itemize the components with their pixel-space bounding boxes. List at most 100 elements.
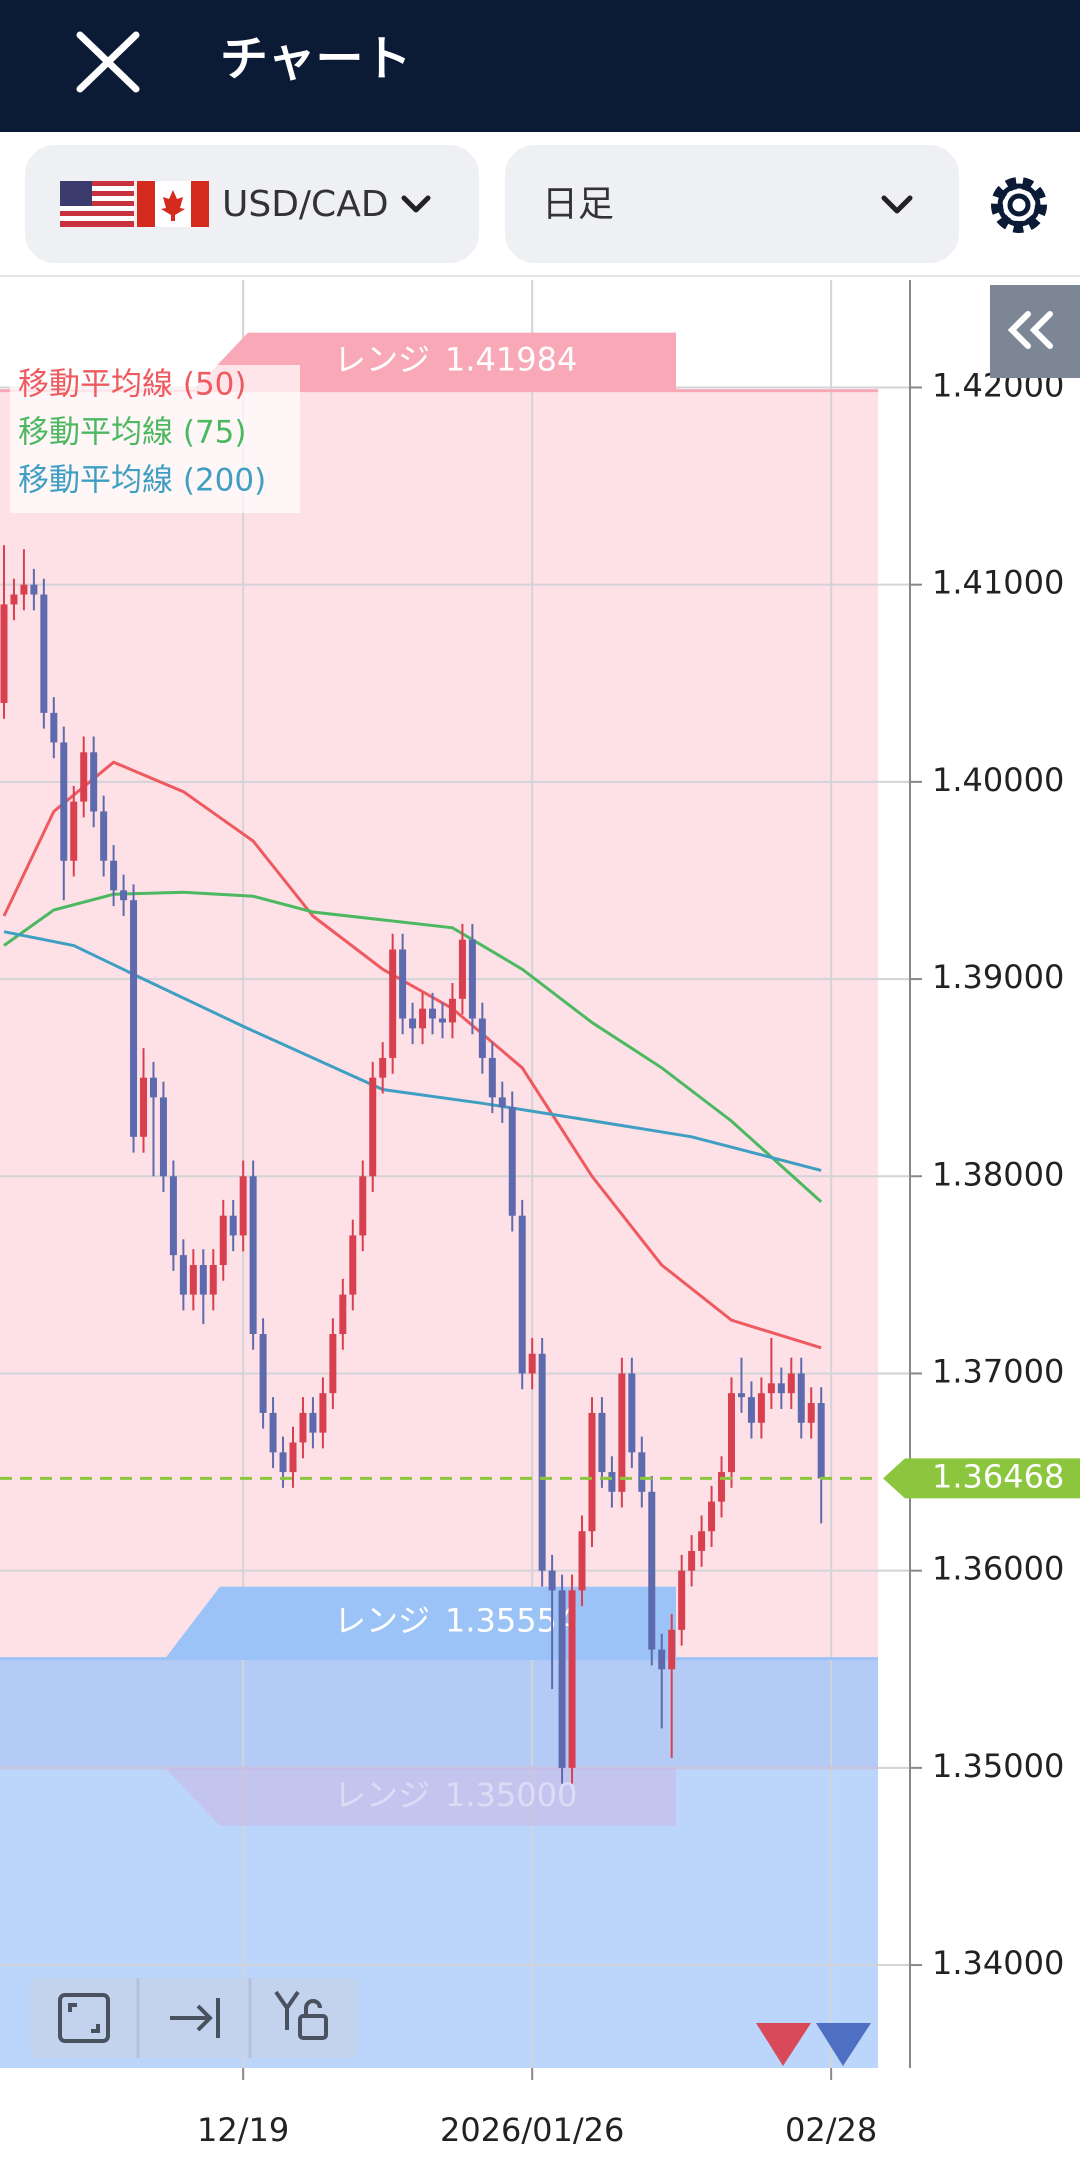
range-label: レンジ <box>334 341 430 379</box>
candle-body <box>598 1412 606 1473</box>
toolbar <box>30 1978 358 2058</box>
y-tick-label: 1.35000 <box>932 1747 1064 1785</box>
timeframe-selector[interactable] <box>505 145 959 263</box>
pair-chevron <box>401 195 431 213</box>
candle-body <box>249 1176 257 1335</box>
candle-body <box>239 1176 247 1236</box>
candle-body <box>149 1077 157 1098</box>
y-tick-label: 1.41000 <box>932 564 1064 602</box>
candle-body <box>767 1383 775 1394</box>
current-price-tag <box>883 1458 1080 1499</box>
candle-body <box>379 1057 387 1078</box>
candle-body <box>458 939 466 999</box>
candle-body <box>209 1265 217 1295</box>
fullscreen-button[interactable] <box>58 1993 110 2043</box>
legend-entry: 移動平均線 (75) <box>18 415 247 451</box>
settings-button[interactable] <box>991 177 1047 233</box>
buy-marker[interactable] <box>816 2023 871 2066</box>
y-tick-label: 1.40000 <box>932 761 1064 799</box>
candle-body <box>468 939 476 1019</box>
candle-body <box>40 594 48 713</box>
range-label: レンジ <box>334 1776 430 1814</box>
plot: 1.34000 1.35000 1.36000 1.37000 1.38000 1.390… <box>0 280 1080 2149</box>
candle-body <box>578 1531 586 1591</box>
ma-line <box>2 760 822 1350</box>
candle-body <box>787 1373 795 1394</box>
candle-body <box>70 801 78 861</box>
timeframe-chevron <box>881 195 913 214</box>
legend-entry: 移動平均線 (50) <box>18 367 247 403</box>
candle-body <box>409 1018 417 1029</box>
candle-body <box>0 604 8 703</box>
range-value: 1.35554 <box>445 1602 577 1640</box>
pair-label: USD/CAD <box>222 184 389 225</box>
candle-body <box>399 949 407 1019</box>
candle-body <box>737 1393 745 1398</box>
candle-body <box>718 1472 726 1502</box>
candle-body <box>359 1176 367 1236</box>
candle-body <box>698 1531 706 1551</box>
candle-body <box>110 860 118 891</box>
candle-body <box>179 1255 187 1295</box>
range-tab <box>165 1586 676 1659</box>
candle-body <box>219 1215 227 1266</box>
header-title: チャート <box>220 31 412 87</box>
candle-body <box>329 1334 337 1394</box>
y-tick-label: 1.38000 <box>932 1155 1064 1193</box>
candle-body <box>369 1077 377 1177</box>
candle-body <box>299 1412 307 1443</box>
sell-marker[interactable] <box>756 2023 811 2066</box>
ca-flag <box>137 181 209 227</box>
scroll-end-button[interactable] <box>170 1998 220 2038</box>
candle-body <box>419 1008 427 1029</box>
candle-body <box>747 1397 755 1423</box>
candle-body <box>478 1018 486 1058</box>
current-price-label: 1.36468 <box>932 1457 1064 1495</box>
y-tick-label: 1.39000 <box>932 958 1064 996</box>
x-tick-label: 02/28 <box>785 2111 877 2149</box>
candle-body <box>518 1215 526 1374</box>
candle-body <box>20 584 28 595</box>
candle-body <box>10 594 18 605</box>
header-bar <box>0 0 1080 132</box>
collapse-button[interactable] <box>990 285 1080 378</box>
range-value: 1.35000 <box>445 1776 577 1814</box>
candle-body <box>339 1294 347 1335</box>
candle-body <box>229 1215 237 1236</box>
candle-body <box>558 1590 566 1768</box>
legend-entry: 移動平均線 (200) <box>18 463 266 499</box>
candle-body <box>668 1629 676 1670</box>
range-zone <box>0 1658 878 1768</box>
timeframe-label: 日足 <box>542 184 614 225</box>
candle-body <box>349 1235 357 1295</box>
candle-body <box>120 890 128 901</box>
candle-body <box>648 1491 656 1650</box>
candle-body <box>588 1412 596 1532</box>
candle-body <box>817 1403 825 1479</box>
candle-body <box>30 584 38 595</box>
y-tick-label: 1.36000 <box>932 1550 1064 1588</box>
candle-body <box>90 752 98 812</box>
candle-body <box>309 1412 317 1433</box>
close-button[interactable] <box>76 31 140 93</box>
candle-body <box>488 1057 496 1098</box>
candle-body <box>269 1412 277 1453</box>
candle-body <box>159 1097 167 1177</box>
candle-body <box>757 1393 765 1423</box>
pair-selector[interactable] <box>25 145 479 263</box>
candle-body <box>608 1472 616 1492</box>
candle-body <box>688 1550 696 1571</box>
candle-body <box>498 1097 506 1108</box>
y-lock-button[interactable] <box>274 1990 328 2040</box>
candle-body <box>199 1265 207 1295</box>
candle-body <box>708 1501 716 1532</box>
candle-body <box>100 811 108 861</box>
candle-body <box>279 1452 287 1473</box>
candle-body <box>389 949 397 1058</box>
x-tick-label: 12/19 <box>197 2111 289 2149</box>
candle-body <box>728 1393 736 1473</box>
candle-body <box>568 1590 576 1768</box>
candle-body <box>638 1452 646 1492</box>
legend-box <box>10 365 300 513</box>
